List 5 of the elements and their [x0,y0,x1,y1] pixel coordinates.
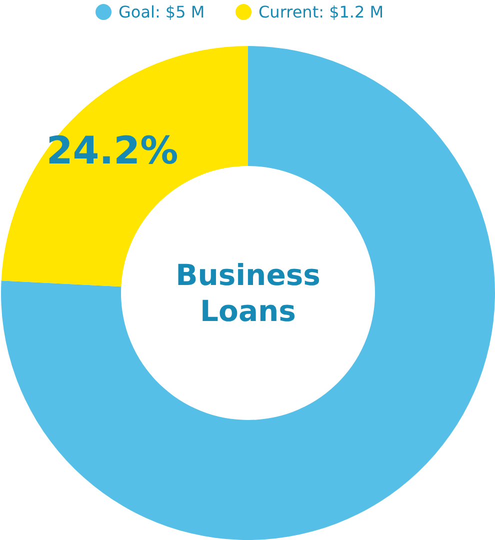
legend-label: Goal: $5 M [118,2,205,22]
donut-slice [1,46,495,540]
data-label: 24.2% [46,128,178,173]
text: Business Loans [176,258,320,328]
legend-label: Current: $1.2 M [258,2,384,22]
